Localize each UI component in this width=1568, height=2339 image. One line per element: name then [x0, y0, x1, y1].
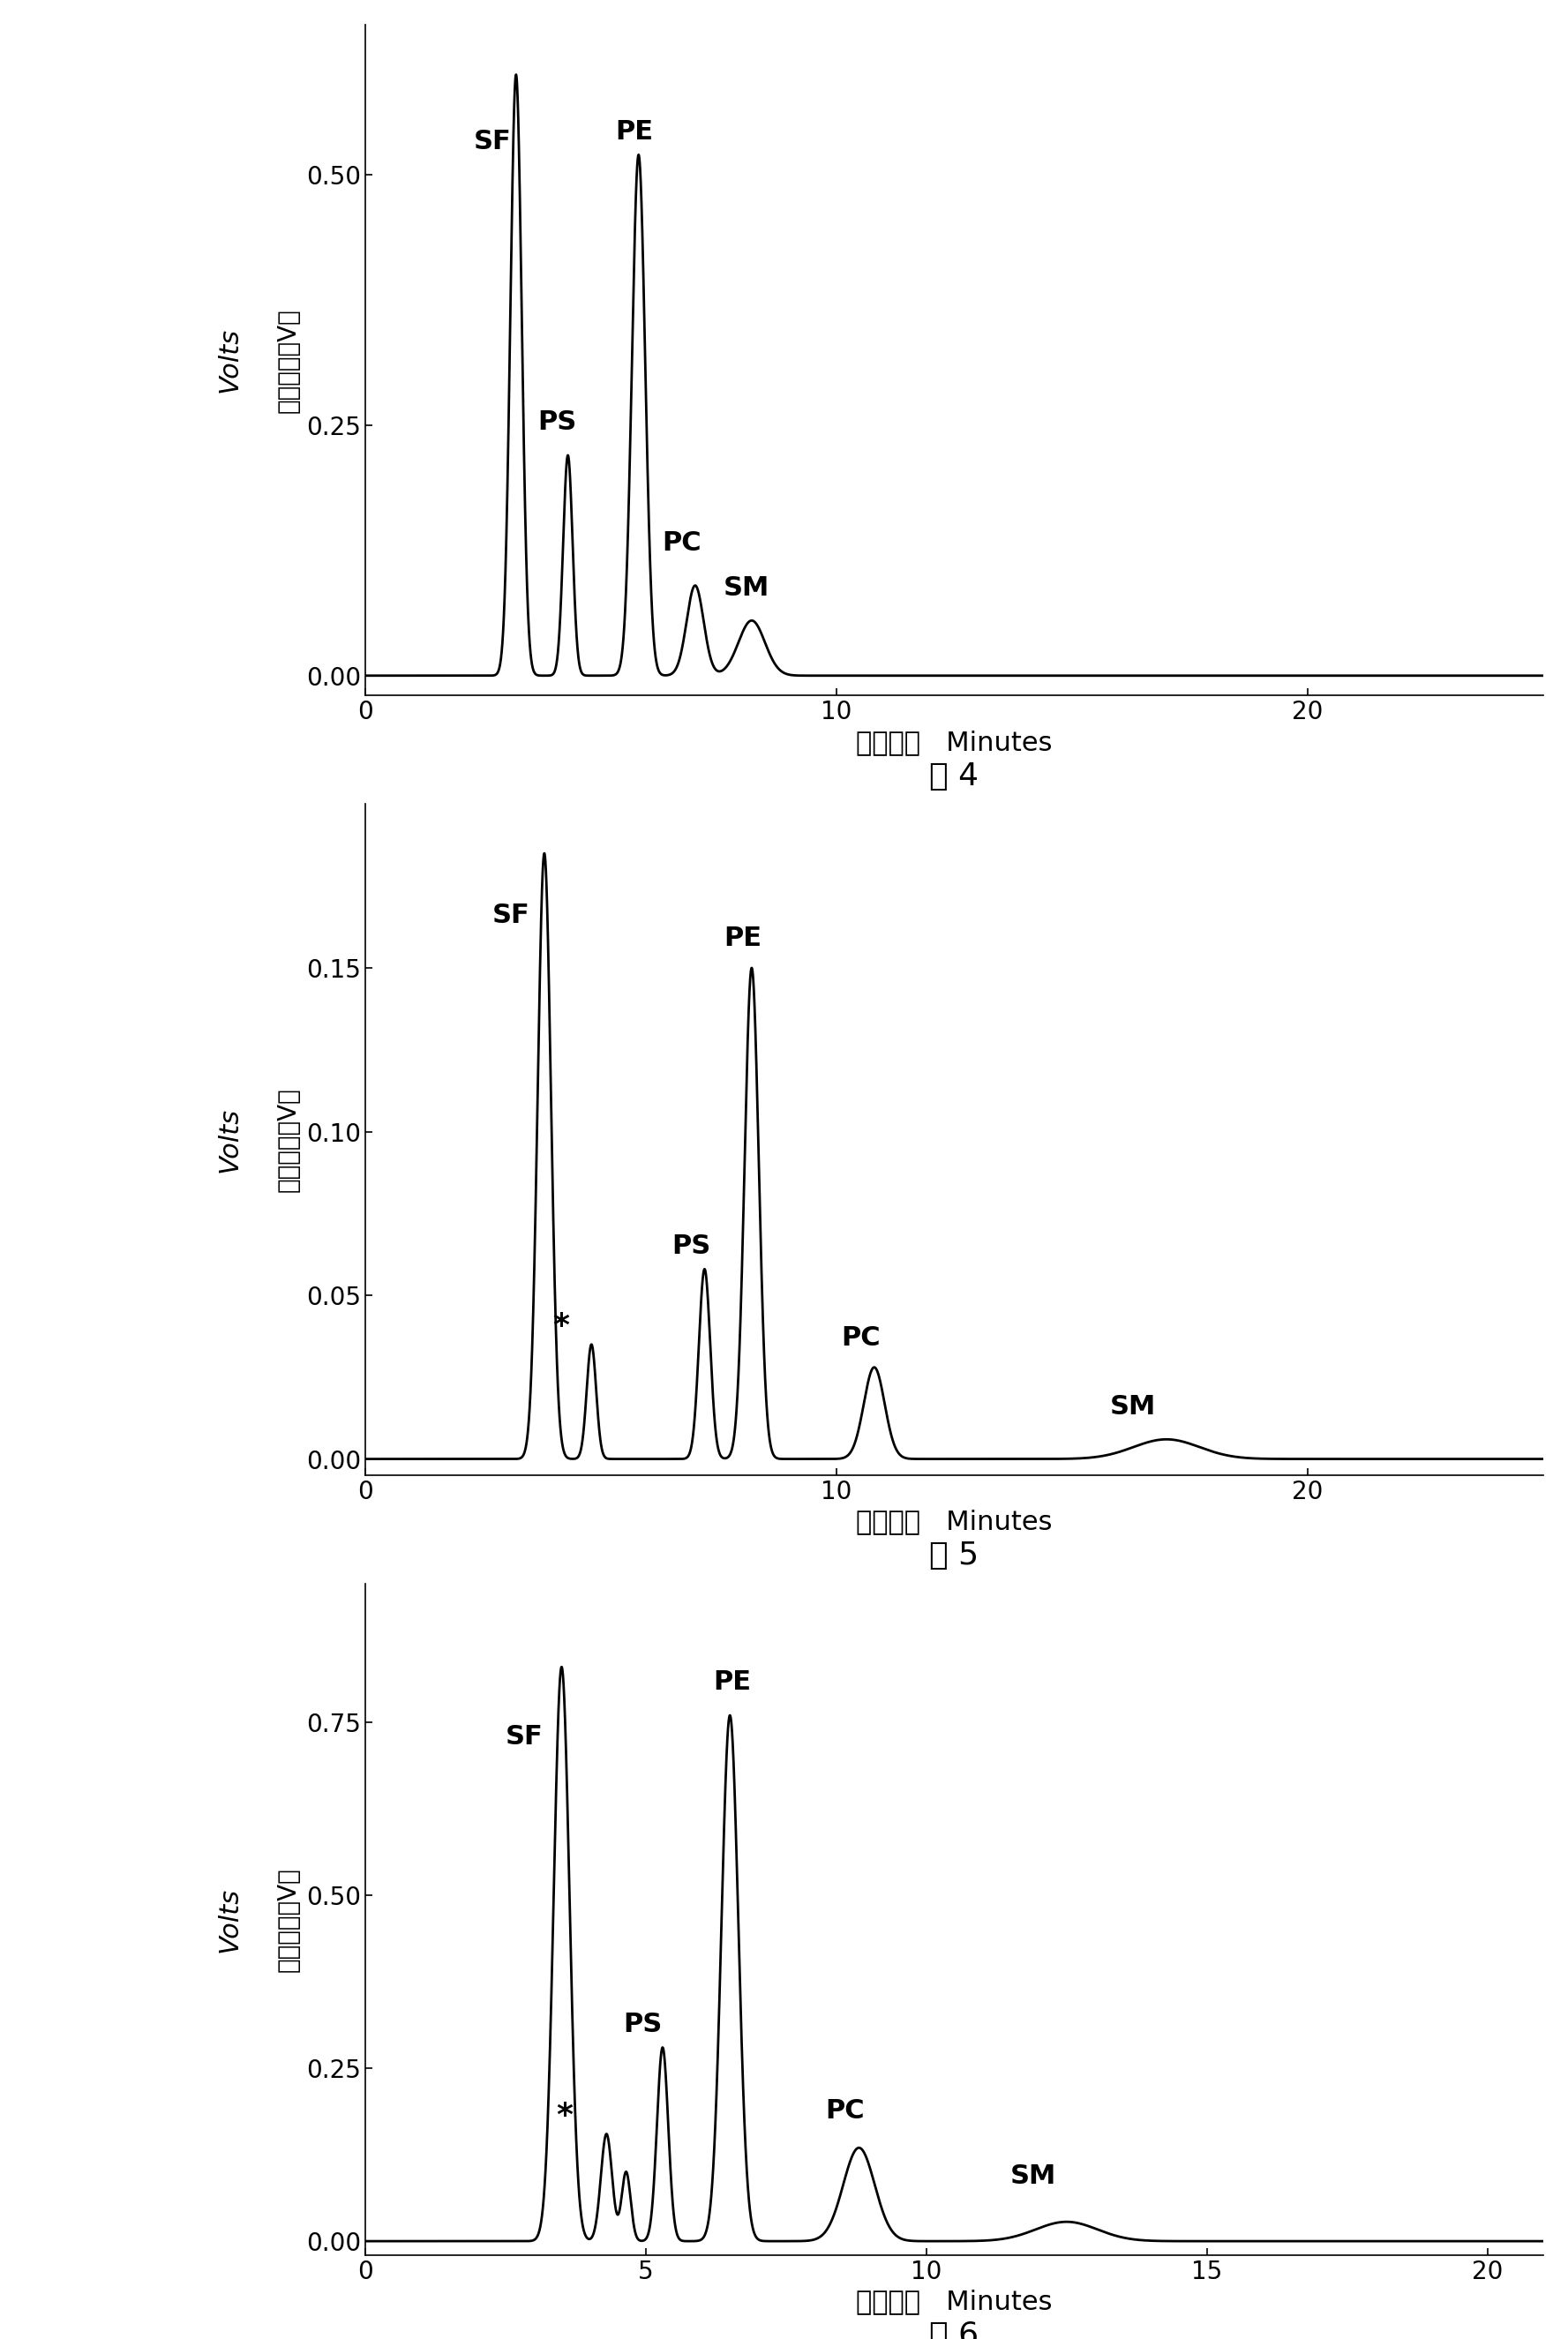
X-axis label: 保留时间   Minutes: 保留时间 Minutes [856, 730, 1052, 755]
Text: 响应电压（V）: 响应电压（V） [276, 309, 301, 412]
X-axis label: 保留时间   Minutes: 保留时间 Minutes [856, 2290, 1052, 2316]
Text: 图 6: 图 6 [930, 2320, 978, 2339]
Text: PE: PE [723, 926, 762, 952]
Text: PS: PS [624, 2012, 662, 2037]
Text: PS: PS [671, 1233, 710, 1258]
Text: SF: SF [492, 903, 530, 929]
Text: 图 4: 图 4 [930, 760, 978, 791]
Text: 响应电压（V）: 响应电压（V） [276, 1867, 301, 1972]
Text: 响应电压（V）: 响应电压（V） [276, 1088, 301, 1193]
Text: *: * [552, 1312, 569, 1340]
Text: PC: PC [662, 531, 701, 554]
Text: Volts: Volts [216, 327, 243, 393]
Text: Volts: Volts [216, 1888, 243, 1953]
Text: PS: PS [538, 409, 577, 435]
Text: PE: PE [713, 1670, 751, 1693]
Text: SF: SF [505, 1724, 543, 1750]
Text: SM: SM [723, 575, 770, 601]
Text: Volts: Volts [216, 1106, 243, 1172]
Text: PE: PE [615, 119, 652, 145]
Text: SF: SF [474, 129, 511, 154]
Text: SM: SM [1010, 2164, 1057, 2189]
Text: PC: PC [825, 2098, 864, 2124]
Text: *: * [557, 2100, 572, 2131]
Text: SM: SM [1110, 1394, 1156, 1420]
Text: PC: PC [842, 1326, 881, 1352]
X-axis label: 保留时间   Minutes: 保留时间 Minutes [856, 1509, 1052, 1534]
Text: 图 5: 图 5 [930, 1541, 978, 1572]
